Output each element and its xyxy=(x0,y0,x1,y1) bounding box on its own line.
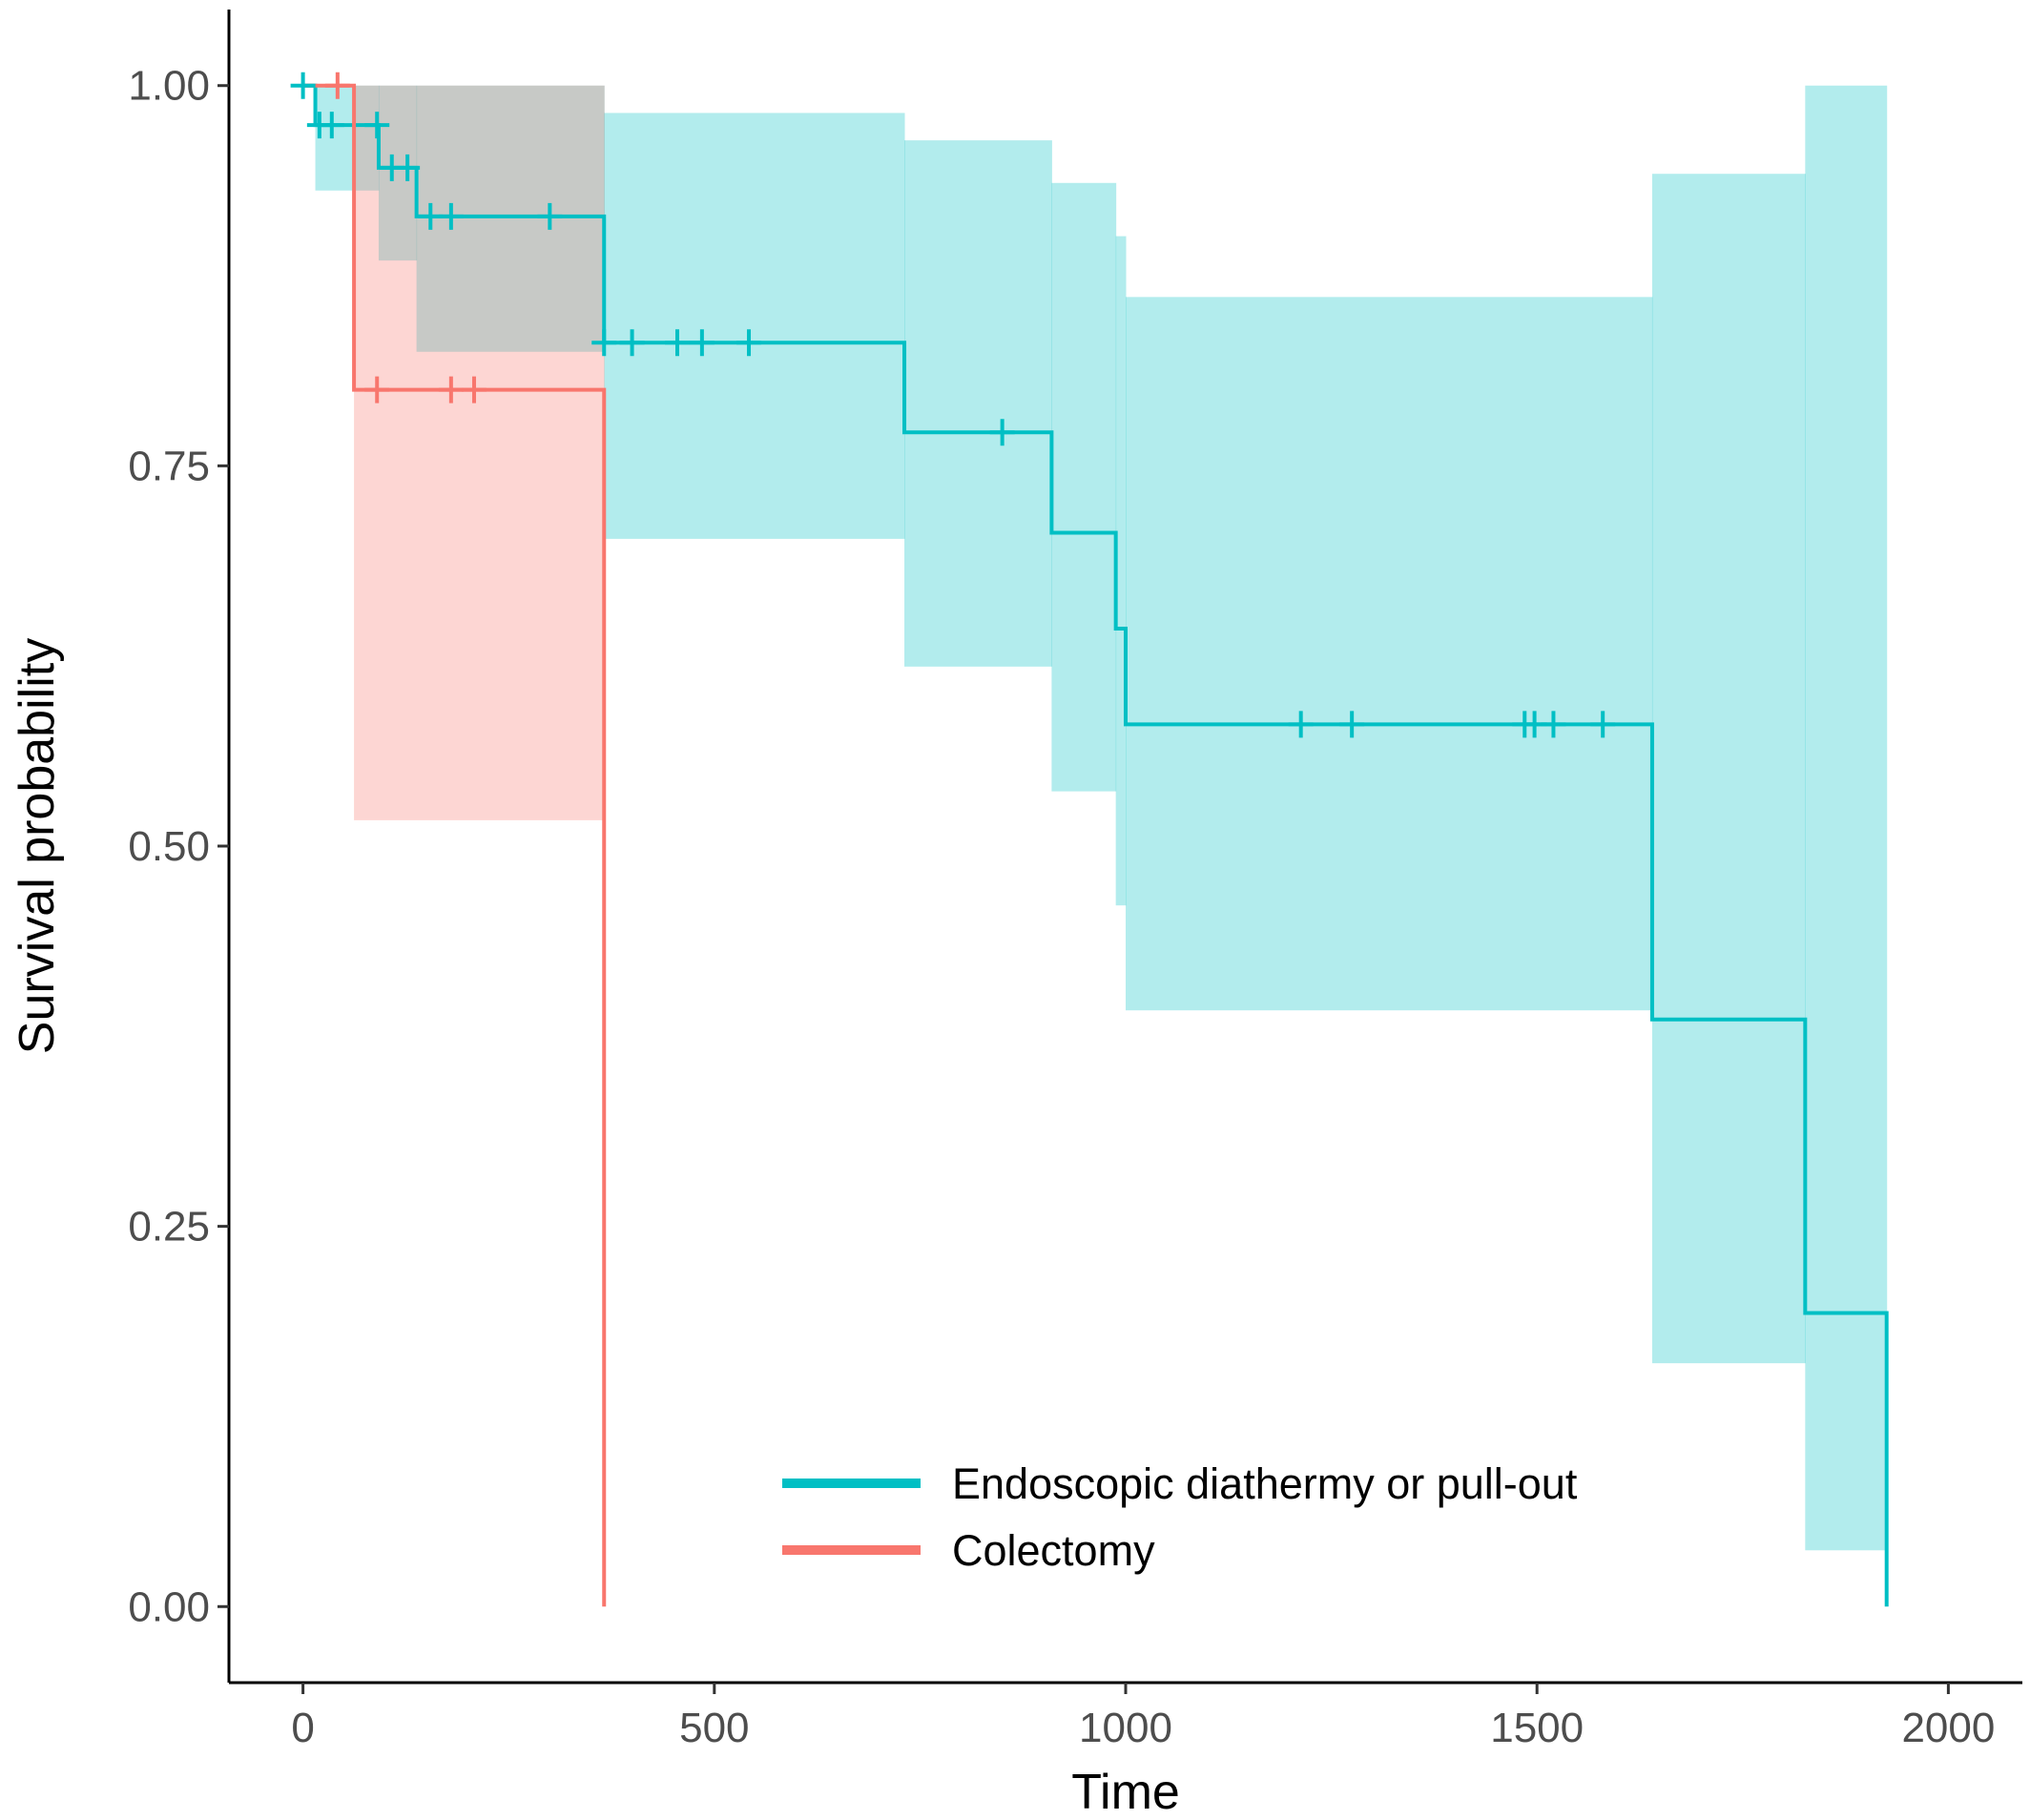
survival-curve-0 xyxy=(302,83,1889,1607)
censor-mark xyxy=(537,202,563,230)
legend-label-1: Colectomy xyxy=(952,1526,1155,1575)
confidence-band-0 xyxy=(416,85,605,352)
confidence-band-0 xyxy=(604,113,905,539)
confidence-bands xyxy=(315,85,1888,1551)
censor-mark xyxy=(1590,711,1616,738)
censor-mark xyxy=(364,376,390,403)
x-tick-label: 2000 xyxy=(1901,1705,1995,1751)
legend-label-0: Endoscopic diathermy or pull-out xyxy=(952,1459,1578,1508)
censor-mark xyxy=(290,72,316,99)
confidence-band-1 xyxy=(354,85,605,820)
censor-mark xyxy=(591,329,617,357)
censor-mark xyxy=(665,329,690,357)
confidence-band-0 xyxy=(904,140,1052,667)
y-tick-label: 0.75 xyxy=(128,443,210,489)
censor-mark xyxy=(619,329,645,357)
censor-mark xyxy=(736,329,762,357)
y-tick-label: 0.50 xyxy=(128,823,210,870)
y-tick-label: 0.00 xyxy=(128,1583,210,1630)
censor-mark xyxy=(1541,711,1566,738)
legend: Endoscopic diathermy or pull-out Colectom… xyxy=(782,1459,1578,1575)
censor-mark xyxy=(438,376,464,403)
confidence-band-0 xyxy=(315,85,380,191)
x-tick-label: 1000 xyxy=(1079,1705,1172,1751)
x-tick-label: 0 xyxy=(291,1705,314,1751)
censor-mark xyxy=(689,329,715,357)
censor-mark xyxy=(1288,711,1314,738)
censor-mark xyxy=(1339,711,1365,738)
confidence-band-0 xyxy=(1051,182,1117,792)
confidence-band-0 xyxy=(1651,174,1806,1364)
x-tick-label: 1500 xyxy=(1490,1705,1584,1751)
censor-mark xyxy=(324,72,350,99)
confidence-band-0 xyxy=(1805,85,1888,1551)
censor-mark xyxy=(438,202,464,230)
censor-mark xyxy=(364,112,390,139)
censor-mark xyxy=(395,154,421,181)
axes: 0.00 0.25 0.50 0.75 1.00 0 500 1000 1500 2000 Time… xyxy=(10,10,2022,1820)
confidence-band-0 xyxy=(378,85,418,261)
censor-marks xyxy=(290,72,1616,738)
x-tick-label: 500 xyxy=(679,1705,749,1751)
censor-mark xyxy=(319,112,344,139)
y-axis-title: Survival probability xyxy=(10,638,65,1054)
censor-mark xyxy=(989,419,1015,446)
y-tick-label: 0.25 xyxy=(128,1204,210,1251)
confidence-band-0 xyxy=(1126,297,1653,1011)
censor-mark xyxy=(461,376,487,403)
y-tick-label: 1.00 xyxy=(128,63,210,110)
x-axis-title: Time xyxy=(1071,1765,1180,1820)
confidence-band-0 xyxy=(1115,236,1127,906)
